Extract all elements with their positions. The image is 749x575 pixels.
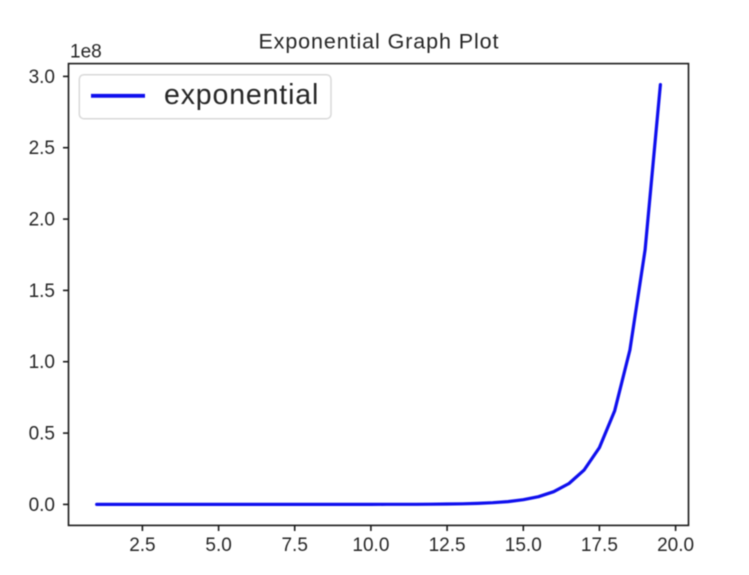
svg-text:17.5: 17.5 (581, 535, 618, 556)
svg-text:12.5: 12.5 (429, 535, 466, 556)
svg-text:20.0: 20.0 (657, 535, 694, 556)
svg-text:7.5: 7.5 (281, 535, 307, 556)
svg-text:Exponential Graph Plot: Exponential Graph Plot (258, 29, 499, 53)
svg-text:2.5: 2.5 (29, 138, 55, 159)
svg-text:1e8: 1e8 (70, 42, 102, 63)
svg-text:0.5: 0.5 (29, 424, 55, 445)
svg-text:2.5: 2.5 (129, 535, 155, 556)
svg-text:1.5: 1.5 (29, 281, 55, 302)
svg-text:exponential: exponential (164, 79, 319, 111)
svg-text:1.0: 1.0 (29, 352, 55, 373)
svg-text:5.0: 5.0 (205, 535, 231, 556)
svg-text:15.0: 15.0 (505, 535, 542, 556)
svg-text:0.0: 0.0 (29, 495, 55, 516)
svg-text:2.0: 2.0 (29, 210, 55, 231)
svg-text:10.0: 10.0 (352, 535, 389, 556)
svg-text:3.0: 3.0 (29, 67, 55, 88)
